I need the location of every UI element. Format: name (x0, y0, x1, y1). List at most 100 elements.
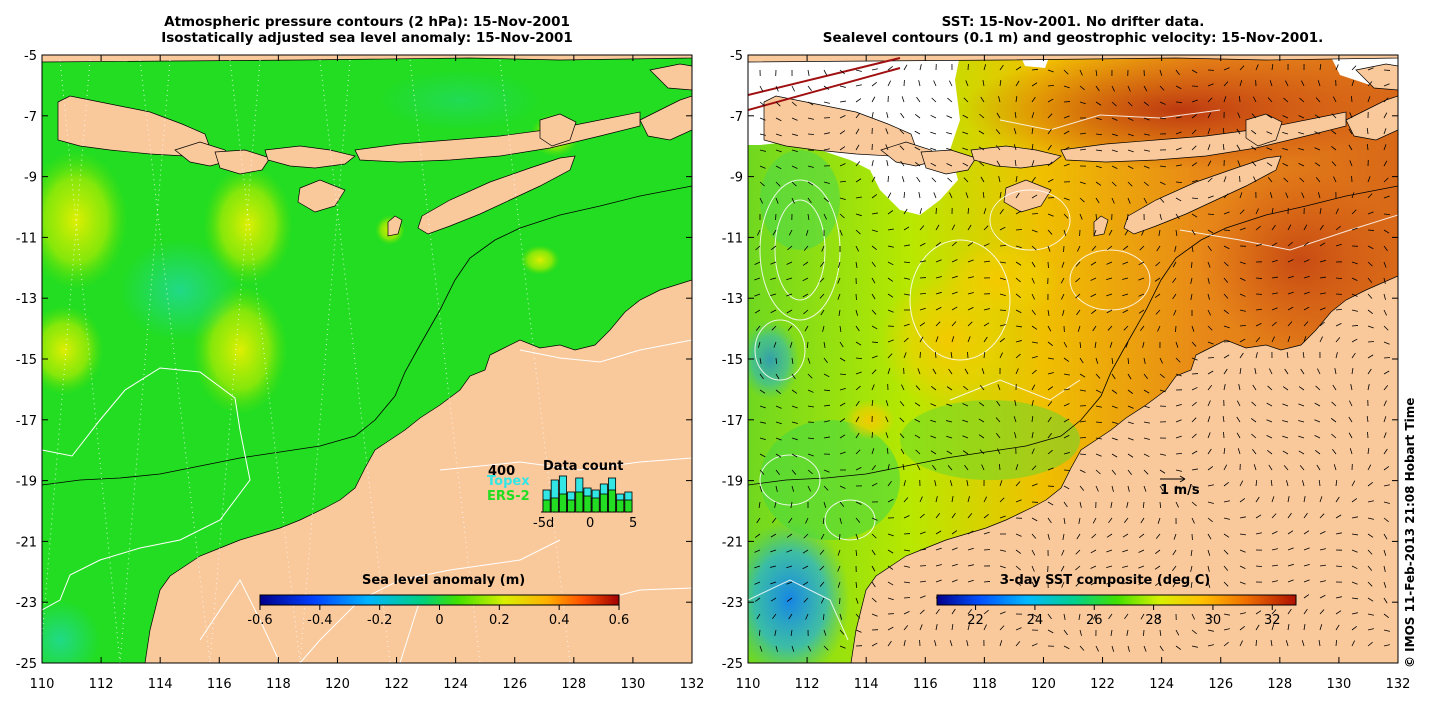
velocity-arrow (1031, 309, 1036, 316)
velocity-arrow (999, 352, 1003, 359)
velocity-arrow (946, 163, 953, 167)
right-xtick-label: 130 (1326, 677, 1351, 692)
velocity-arrow (1367, 261, 1373, 267)
velocity-arrow (1060, 277, 1065, 284)
velocity-arrow (775, 101, 781, 107)
velocity-arrow (1079, 357, 1084, 364)
velocity-arrow (951, 336, 955, 343)
velocity-arrow (1367, 500, 1374, 503)
velocity-arrow (1267, 385, 1273, 391)
velocity-arrow (791, 645, 795, 652)
velocity-arrow (775, 197, 779, 204)
velocity-arrow (903, 497, 909, 503)
velocity-arrow (935, 564, 942, 567)
velocity-arrow (949, 192, 953, 199)
velocity-arrow (1271, 321, 1277, 327)
velocity-arrow (775, 213, 777, 221)
velocity-arrow (935, 259, 942, 263)
velocity-arrow (1367, 211, 1374, 215)
velocity-arrow (1154, 293, 1161, 298)
velocity-arrow (1175, 452, 1183, 455)
left-xtick-label: 124 (443, 677, 468, 692)
velocity-arrow (1095, 69, 1098, 76)
velocity-arrow (1075, 277, 1081, 283)
left-xtick-label: 128 (561, 677, 586, 692)
velocity-arrow (1063, 85, 1070, 89)
velocity-arrow (1158, 229, 1161, 236)
velocity-arrow (1079, 436, 1087, 439)
velocity-arrow (790, 501, 793, 508)
velocity-arrow (1111, 133, 1118, 137)
velocity-arrow (1015, 80, 1020, 87)
velocity-arrow (903, 337, 909, 343)
velocity-arrow (919, 292, 927, 295)
velocity-arrow (1282, 115, 1289, 119)
velocity-arrow (1331, 145, 1337, 151)
velocity-arrow (1159, 181, 1166, 185)
velocity-arrow (1223, 500, 1230, 503)
velocity-arrow (788, 229, 793, 236)
velocity-arrow (803, 309, 809, 315)
velocity-arrow (823, 197, 829, 203)
velocity-arrow (983, 243, 990, 247)
data-count-ers-bar (608, 489, 617, 513)
velocity-arrow (1351, 227, 1358, 231)
velocity-arrow (1047, 128, 1052, 135)
velocity-arrow (802, 293, 809, 298)
velocity-arrow (1191, 179, 1198, 183)
velocity-arrow (919, 609, 925, 615)
velocity-arrow (964, 464, 969, 471)
velocity-arrow (1031, 483, 1038, 487)
velocity-arrow (1047, 213, 1054, 217)
velocity-arrow (1319, 496, 1323, 503)
left-ytick-label: -19 (16, 475, 37, 490)
velocity-arrow (903, 64, 908, 71)
velocity-arrow (914, 146, 921, 151)
velocity-arrow (1140, 613, 1145, 620)
velocity-arrow (1063, 146, 1070, 151)
velocity-arrow (855, 371, 862, 375)
velocity-arrow (1348, 400, 1353, 407)
velocity-arrow (887, 640, 892, 647)
velocity-arrow (1269, 192, 1273, 199)
velocity-arrow (1319, 259, 1326, 263)
velocity-arrow (770, 565, 777, 568)
velocity-arrow (1239, 261, 1246, 265)
velocity-arrow (1223, 481, 1229, 487)
velocity-arrow (1251, 129, 1257, 135)
velocity-arrow (1015, 481, 1021, 487)
velocity-arrow (855, 341, 862, 346)
velocity-arrow (1239, 516, 1246, 519)
velocity-arrow (775, 453, 782, 458)
velocity-arrow (1298, 435, 1305, 439)
velocity-arrow (1191, 213, 1198, 218)
velocity-arrow (754, 533, 761, 538)
velocity-arrow (775, 405, 782, 409)
velocity-arrow (837, 581, 841, 588)
velocity-arrow (1063, 629, 1068, 636)
velocity-arrow (1095, 101, 1102, 106)
velocity-arrow (951, 224, 956, 231)
velocity-arrow (951, 241, 957, 247)
velocity-arrow (1159, 357, 1163, 364)
velocity-arrow (1314, 147, 1321, 151)
velocity-arrow (1319, 548, 1326, 551)
velocity-arrow (995, 145, 1001, 151)
velocity-arrow (1207, 644, 1214, 647)
velocity-arrow (887, 277, 894, 282)
velocity-arrow (1269, 80, 1273, 87)
velocity-arrow (1319, 513, 1325, 519)
velocity-arrow (871, 355, 878, 359)
velocity-arrow (1287, 321, 1293, 327)
velocity-arrow (1298, 403, 1305, 407)
velocity-arrow (822, 325, 825, 332)
velocity-arrow (855, 432, 860, 439)
velocity-arrow (1351, 581, 1358, 585)
velocity-arrow (1207, 160, 1212, 167)
velocity-arrow (935, 579, 942, 583)
velocity-arrow (903, 625, 909, 631)
velocity-arrow (791, 421, 798, 424)
velocity-arrow (1079, 389, 1086, 392)
velocity-arrow (1122, 261, 1129, 265)
velocity-arrow (1191, 433, 1197, 439)
